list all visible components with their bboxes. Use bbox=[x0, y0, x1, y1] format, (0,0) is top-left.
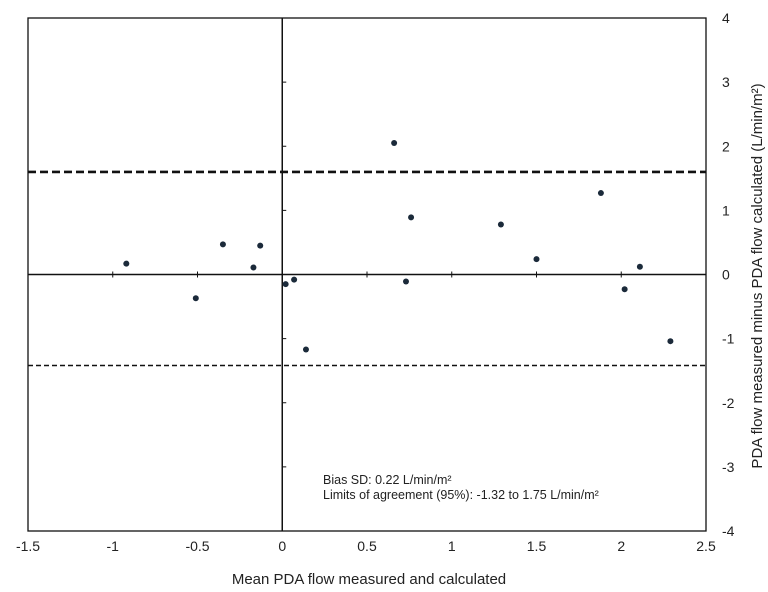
x-tick-label: 1.5 bbox=[527, 538, 547, 554]
x-tick-label: 0 bbox=[278, 538, 286, 554]
data-point-15 bbox=[621, 286, 628, 293]
x-tick-label: 2.5 bbox=[696, 538, 716, 554]
y-tick-label: -3 bbox=[722, 459, 735, 475]
x-axis-title: Mean PDA flow measured and calculated bbox=[232, 571, 506, 588]
y-tick-label: -4 bbox=[722, 523, 735, 539]
y-tick-label: -2 bbox=[722, 395, 735, 411]
limits-annotation: Limits of agreement (95%): -1.32 to 1.75… bbox=[323, 488, 599, 502]
data-point-17 bbox=[667, 338, 674, 345]
y-tick-label: 0 bbox=[722, 267, 730, 283]
data-point-13 bbox=[533, 256, 540, 263]
data-point-8 bbox=[302, 346, 309, 353]
y-tick-label: 3 bbox=[722, 74, 730, 90]
data-point-4 bbox=[250, 264, 257, 271]
y-tick-label: -1 bbox=[722, 331, 735, 347]
x-tick-label: -1 bbox=[107, 538, 120, 554]
data-point-9 bbox=[391, 140, 398, 147]
data-point-16 bbox=[636, 263, 643, 270]
data-point-1 bbox=[123, 260, 130, 267]
data-point-14 bbox=[597, 190, 604, 197]
data-point-5 bbox=[257, 242, 264, 249]
x-tick-label: 1 bbox=[448, 538, 456, 554]
x-tick-label: 2 bbox=[617, 538, 625, 554]
x-tick-label: -0.5 bbox=[185, 538, 209, 554]
data-point-3 bbox=[219, 241, 226, 248]
y-axis-title: PDA flow measured minus PDA flow calcula… bbox=[749, 83, 766, 468]
data-point-10 bbox=[402, 278, 409, 285]
y-tick-label: 4 bbox=[722, 10, 730, 26]
data-point-12 bbox=[497, 221, 504, 228]
data-point-11 bbox=[408, 214, 415, 221]
y-tick-label: 2 bbox=[722, 138, 730, 154]
data-point-6 bbox=[282, 281, 289, 288]
y-tick-label: 1 bbox=[722, 202, 730, 218]
data-point-2 bbox=[192, 295, 199, 302]
bias-sd-annotation: Bias SD: 0.22 L/min/m² bbox=[323, 473, 452, 487]
data-point-7 bbox=[291, 276, 298, 283]
x-tick-label: 0.5 bbox=[357, 538, 377, 554]
x-tick-label: -1.5 bbox=[16, 538, 40, 554]
